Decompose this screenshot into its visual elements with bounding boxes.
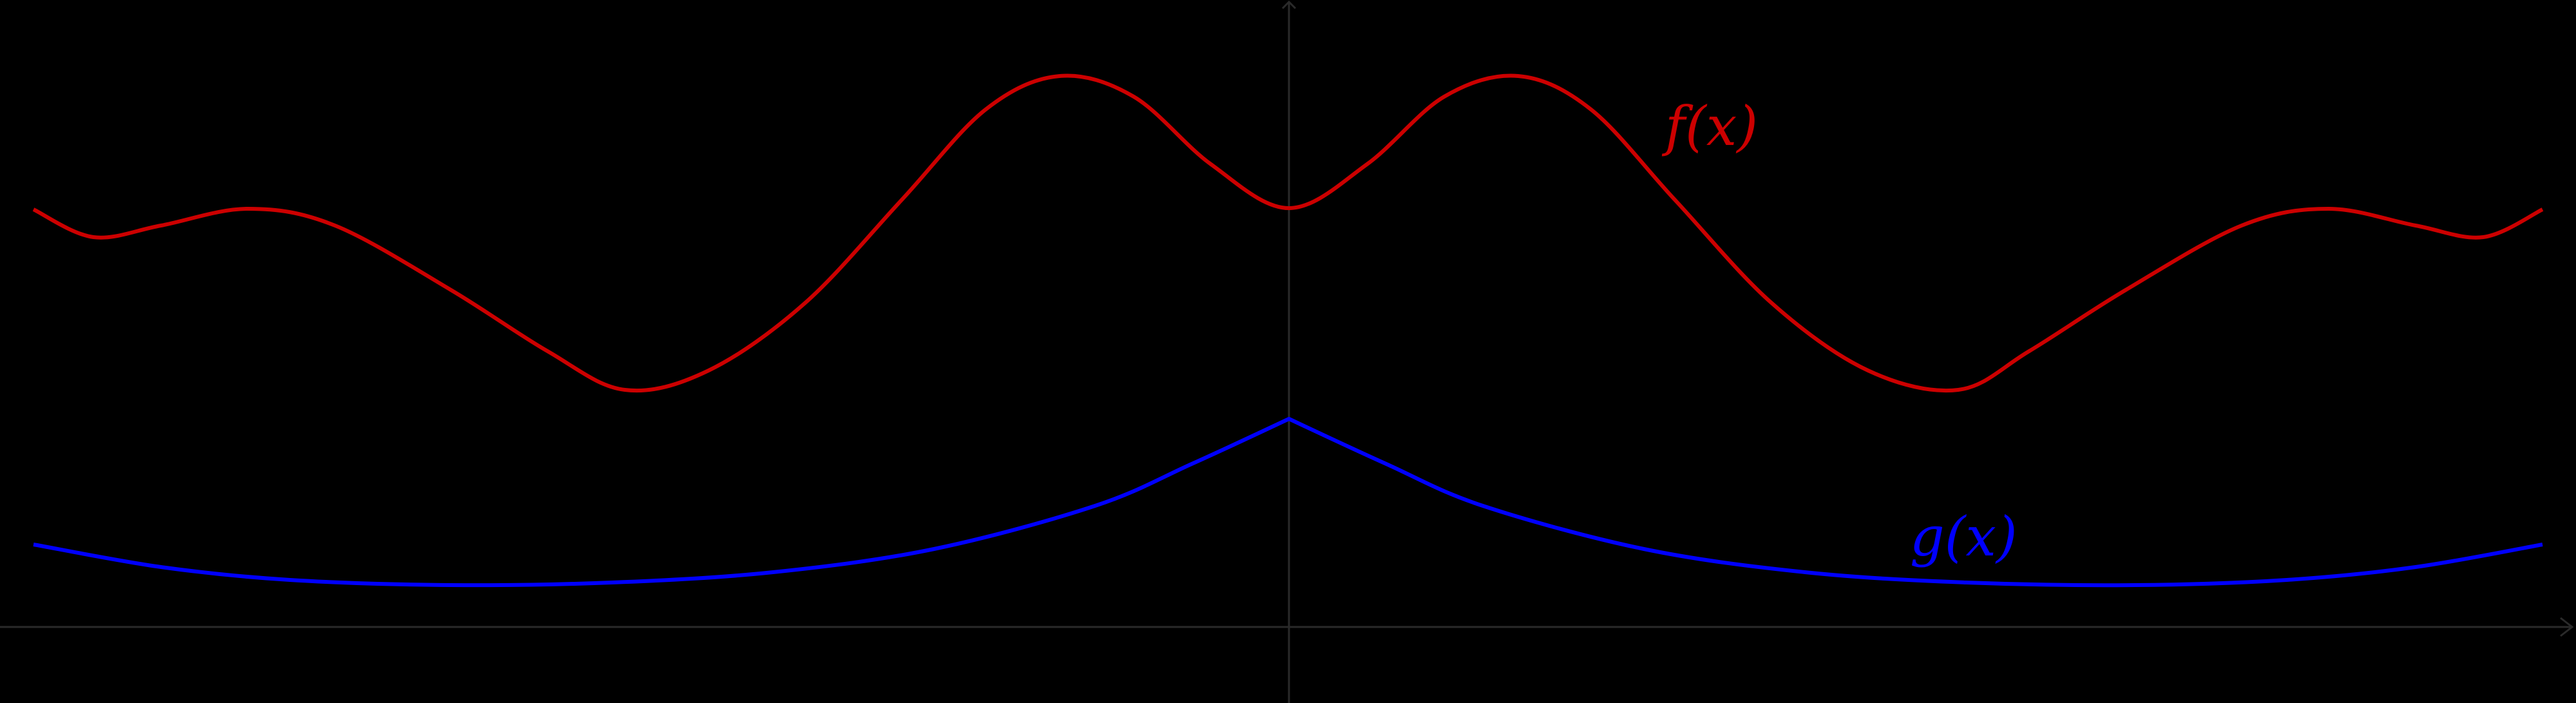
- curve-g-label: g(x): [1910, 505, 2018, 568]
- curve-g: [33, 417, 2543, 588]
- y-axis: [1281, 0, 1297, 703]
- curve-f-label: f(x): [1661, 95, 1758, 158]
- curve-f: [32, 73, 2544, 393]
- y-axis-arrow-icon: [1281, 0, 1297, 10]
- x-axis: [0, 617, 2574, 637]
- x-axis-arrow-icon: [2560, 617, 2574, 637]
